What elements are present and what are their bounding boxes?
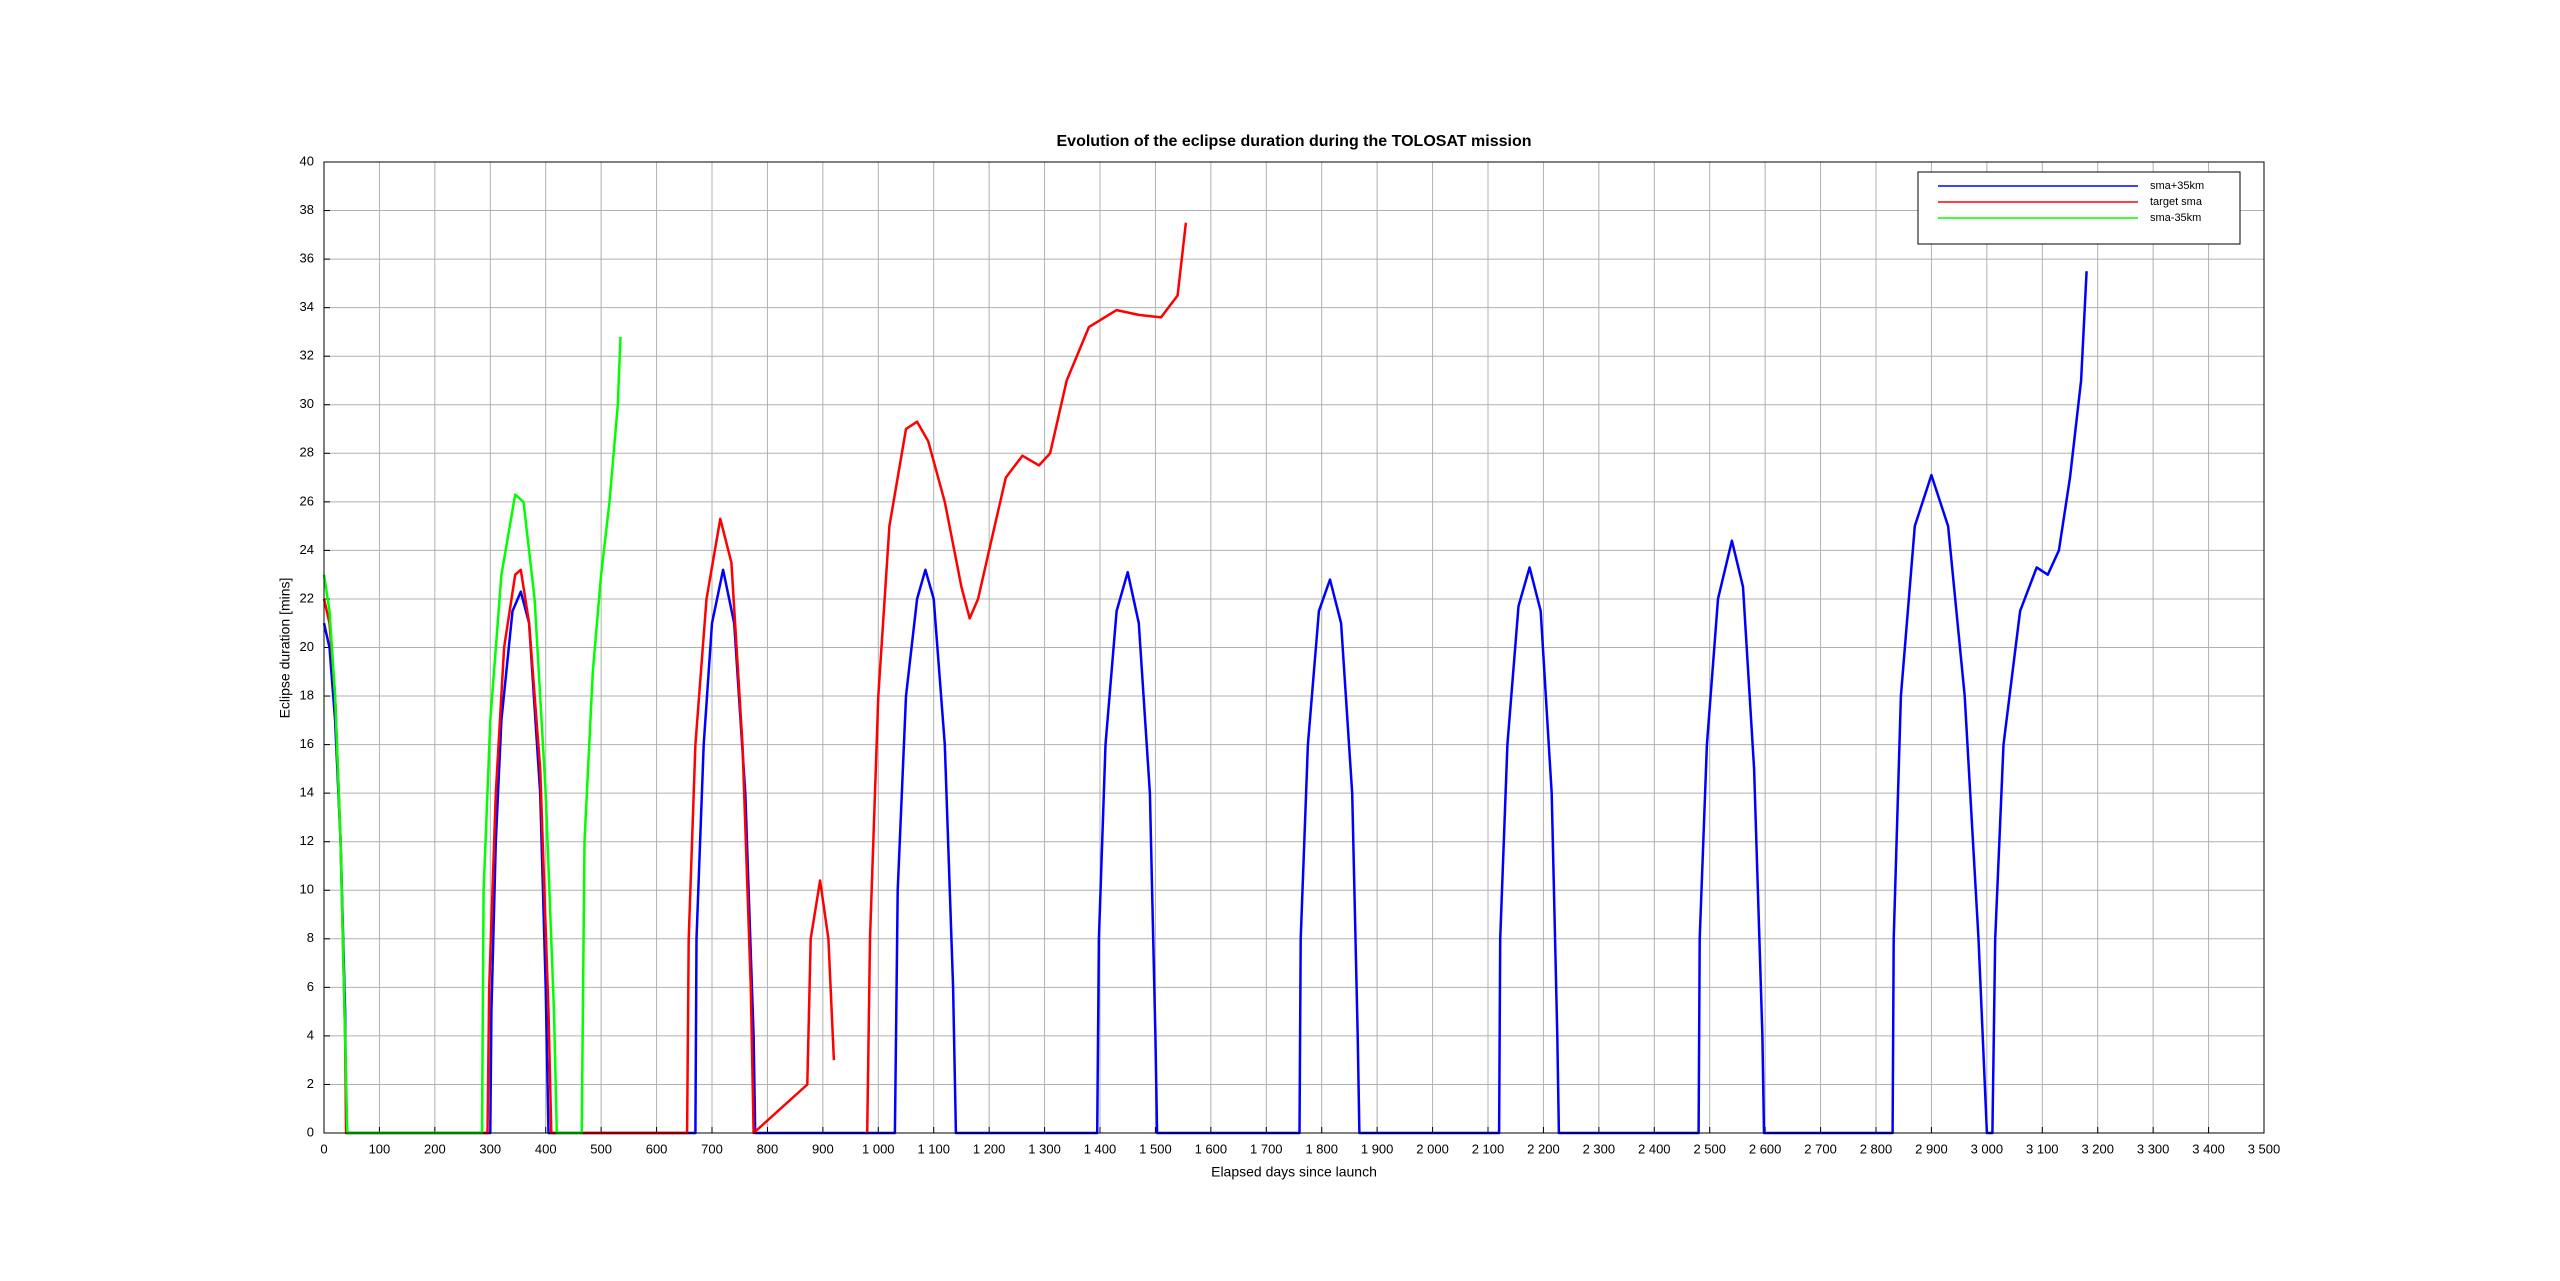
x-tick-label: 1 100 (917, 1141, 950, 1156)
y-tick-label: 20 (300, 639, 314, 654)
y-tick-label: 0 (307, 1124, 314, 1139)
series-line (322, 222, 1188, 1135)
y-tick-label: 12 (300, 833, 314, 848)
x-tick-label: 3 500 (2248, 1141, 2281, 1156)
x-tick-label: 3 400 (2192, 1141, 2225, 1156)
x-tick-label: 1 700 (1250, 1141, 1283, 1156)
y-tick-label: 6 (307, 979, 314, 994)
x-tick-label: 2 200 (1527, 1141, 1560, 1156)
x-tick-label: 2 400 (1638, 1141, 1671, 1156)
legend-label: sma-35km (2150, 212, 2201, 224)
y-tick-label: 32 (300, 348, 314, 363)
x-tick-label: 700 (701, 1141, 723, 1156)
x-tick-label: 2 600 (1749, 1141, 1782, 1156)
x-tick-label: 2 100 (1472, 1141, 1505, 1156)
y-tick-label: 26 (300, 493, 314, 508)
y-tick-label: 22 (300, 590, 314, 605)
x-tick-label: 1 000 (862, 1141, 895, 1156)
x-tick-label: 3 000 (1971, 1141, 2004, 1156)
x-tick-label: 2 000 (1416, 1141, 1449, 1156)
x-tick-label: 1 800 (1305, 1141, 1338, 1156)
legend-label: target sma (2150, 196, 2203, 208)
x-tick-label: 2 800 (1860, 1141, 1893, 1156)
y-tick-label: 18 (300, 687, 314, 702)
x-axis-label: Elapsed days since launch (1211, 1164, 1377, 1180)
y-tick-label: 24 (300, 542, 314, 557)
x-tick-label: 2 900 (1915, 1141, 1948, 1156)
x-tick-label: 3 100 (2026, 1141, 2059, 1156)
x-tick-label: 1 900 (1361, 1141, 1394, 1156)
x-tick-label: 0 (320, 1141, 327, 1156)
y-tick-label: 40 (300, 153, 314, 168)
x-tick-label: 3 300 (2137, 1141, 2170, 1156)
x-tick-label: 2 500 (1693, 1141, 1726, 1156)
y-tick-label: 2 (307, 1076, 314, 1091)
x-tick-label: 3 200 (2081, 1141, 2114, 1156)
y-tick-label: 16 (300, 736, 314, 751)
series-line (322, 336, 622, 1135)
y-tick-label: 4 (307, 1027, 314, 1042)
y-tick-label: 38 (300, 202, 314, 217)
y-tick-label: 28 (300, 445, 314, 460)
y-tick-label: 34 (300, 299, 314, 314)
x-tick-label: 500 (590, 1141, 612, 1156)
y-tick-label: 30 (300, 396, 314, 411)
x-tick-label: 1 200 (973, 1141, 1006, 1156)
y-tick-label: 8 (307, 930, 314, 945)
x-tick-label: 100 (369, 1141, 391, 1156)
grid (323, 161, 2265, 1134)
chart-title: Evolution of the eclipse duration during… (1057, 133, 1532, 150)
y-tick-label: 36 (300, 251, 314, 266)
y-tick-label: 10 (300, 882, 314, 897)
x-tick-label: 300 (479, 1141, 501, 1156)
legend-label: sma+35km (2150, 180, 2204, 192)
series-line (322, 271, 2088, 1135)
x-tick-label: 600 (646, 1141, 668, 1156)
x-tick-label: 1 400 (1084, 1141, 1117, 1156)
y-axis-label: Eclipse duration [mins] (277, 578, 293, 719)
plot-frame (323, 161, 2265, 1134)
lines (322, 222, 2088, 1135)
legend: sma+35km target sma sma-35km (1917, 171, 2241, 245)
x-tick-label: 2 700 (1804, 1141, 1837, 1156)
x-tick-label: 1 500 (1139, 1141, 1172, 1156)
x-tick-label: 900 (812, 1141, 834, 1156)
y-tick-label: 14 (300, 785, 314, 800)
x-tick-label: 2 300 (1583, 1141, 1616, 1156)
x-tick-label: 1 300 (1028, 1141, 1061, 1156)
x-tick-label: 400 (535, 1141, 557, 1156)
x-tick-label: 1 600 (1195, 1141, 1228, 1156)
x-tick-label: 200 (424, 1141, 446, 1156)
legend-box (1917, 171, 2241, 245)
x-tick-label: 800 (757, 1141, 779, 1156)
